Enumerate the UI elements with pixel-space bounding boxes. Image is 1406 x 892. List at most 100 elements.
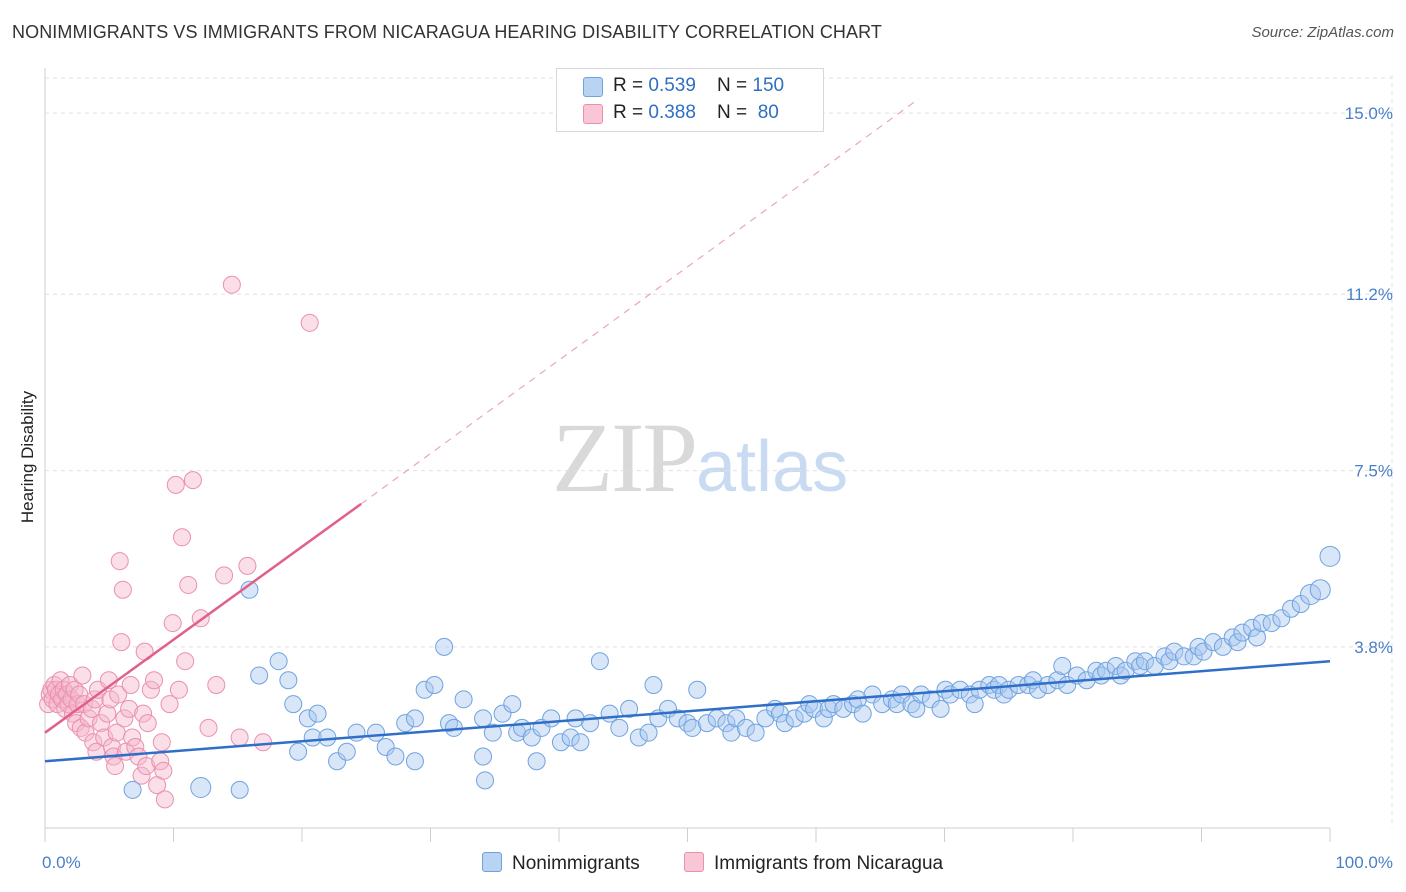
data-point-nonimmigrant [230,780,249,799]
y-tick-label: 7.5% [1354,462,1393,481]
data-point-nonimmigrant [425,676,444,695]
legend-text-nicaragua: R = 0.388 N = 80 [613,102,779,124]
legend-text-nonimmigrants: R = 0.539 N = 150 [613,75,784,97]
data-point-nicaragua [207,676,226,695]
data-point-nonimmigrant [678,714,697,733]
bottom-swatch-blue [482,852,502,872]
data-point-nonimmigrant [527,752,546,771]
data-point-nonimmigrant [493,704,512,723]
y-axis-title: Hearing Disability [18,390,37,523]
watermark-zip: ZIP [552,402,698,513]
legend-swatch-blue [583,77,603,97]
data-point-nicaragua [123,728,142,747]
legend-swatch-pink [583,104,603,124]
data-point-nonimmigrant [571,733,590,752]
data-point-nonimmigrant [590,652,609,671]
nicaragua-points [39,275,319,809]
axis-labels: 3.8% 7.5% 11.2% 15.0% 0.0% 100.0% Hearing Disa… [18,104,1393,872]
data-point-nicaragua [120,699,139,718]
data-point-nonimmigrant [435,637,454,656]
data-point-nicaragua [76,723,95,742]
data-point-nonimmigrant [522,728,541,747]
data-point-nicaragua [144,671,163,690]
data-point-nonimmigrant [405,752,424,771]
legend-row-nicaragua: R = 0.388 N = 80 [583,102,779,126]
data-point-nicaragua [166,475,185,494]
data-point-nicaragua [173,528,192,547]
bottom-legend-nicaragua: Immigrants from Nicaragua [684,852,943,875]
data-point-nicaragua [179,575,198,594]
y-tick-label: 15.0% [1345,104,1393,123]
trend-line-nicaragua-extension [360,98,920,505]
watermark-atlas: atlas [696,427,849,507]
data-point-nonimmigrant [123,780,142,799]
y-tick-label: 3.8% [1354,638,1393,657]
legend-r-label: R = [613,102,649,123]
data-point-nonimmigrant [1111,666,1130,685]
data-point-nonimmigrant [1247,628,1266,647]
data-point-nonimmigrant [1028,680,1047,699]
legend-n-label: N = [717,102,753,123]
data-point-nicaragua [46,680,65,699]
bottom-swatch-pink [684,852,704,872]
data-point-nicaragua [115,709,134,728]
data-point-nonimmigrant [683,718,702,737]
data-point-nicaragua [141,680,160,699]
data-point-nonimmigrant [644,676,663,695]
data-point-nonimmigrant [1194,642,1213,661]
legend-r-label: R = [613,75,649,96]
data-point-nonimmigrant [814,709,833,728]
bottom-legend-label: Immigrants from Nicaragua [714,853,944,874]
data-point-nonimmigrant [298,709,317,728]
legend-r-value: 0.388 [648,102,696,123]
data-point-nicaragua [113,580,132,599]
data-point-nonimmigrant [1116,661,1135,680]
data-point-nonimmigrant [746,723,765,742]
data-point-nonimmigrant [1204,633,1223,652]
data-point-nicaragua [176,652,195,671]
data-point-nicaragua [98,704,117,723]
data-point-nonimmigrant [1155,647,1174,666]
data-point-nicaragua [106,757,125,776]
data-point-nonimmigrant [600,704,619,723]
data-point-nonimmigrant [366,723,385,742]
data-point-nonimmigrant [1252,614,1271,633]
data-point-nonimmigrant [688,680,707,699]
data-point-nonimmigrant [1243,618,1262,637]
data-point-nonimmigrant [503,695,522,714]
x-tick-label: 0.0% [42,853,81,872]
data-point-nicaragua [112,633,131,652]
legend-n-value: 80 [752,102,779,123]
data-point-nicaragua [160,695,179,714]
data-point-nicaragua [138,714,157,733]
data-point-nonimmigrant [1272,609,1291,628]
data-point-nonimmigrant [931,699,950,718]
data-point-nonimmigrant [415,680,434,699]
nonimmigrant-points [123,545,1341,799]
data-point-nonimmigrant [1300,583,1322,605]
data-point-nonimmigrant [551,733,570,752]
data-point-nonimmigrant [439,714,458,733]
x-tick-label: 100.0% [1335,853,1393,872]
legend-gap [696,75,717,96]
data-point-nonimmigrant [668,709,687,728]
data-point-nonimmigrant [795,704,814,723]
source-credit: Source: ZipAtlas.com [1251,24,1394,41]
legend-r-value: 0.539 [648,75,696,96]
data-point-nonimmigrant [376,737,395,756]
data-point-nonimmigrant [727,709,746,728]
data-point-nonimmigrant [269,652,288,671]
data-point-nonimmigrant [474,747,493,766]
data-point-nonimmigrant [190,776,212,798]
data-point-nonimmigrant [561,728,580,747]
data-point-nonimmigrant [284,695,303,714]
data-point-nicaragua [253,733,272,752]
data-point-nonimmigrant [1048,671,1067,690]
data-point-nonimmigrant [289,742,308,761]
data-point-nonimmigrant [853,704,872,723]
data-point-nonimmigrant [639,723,658,742]
data-point-nonimmigrant [1262,614,1281,633]
trend-line-nonimmigrants [44,659,1331,763]
data-point-nicaragua [109,685,128,704]
data-point-nonimmigrant [1165,642,1184,661]
